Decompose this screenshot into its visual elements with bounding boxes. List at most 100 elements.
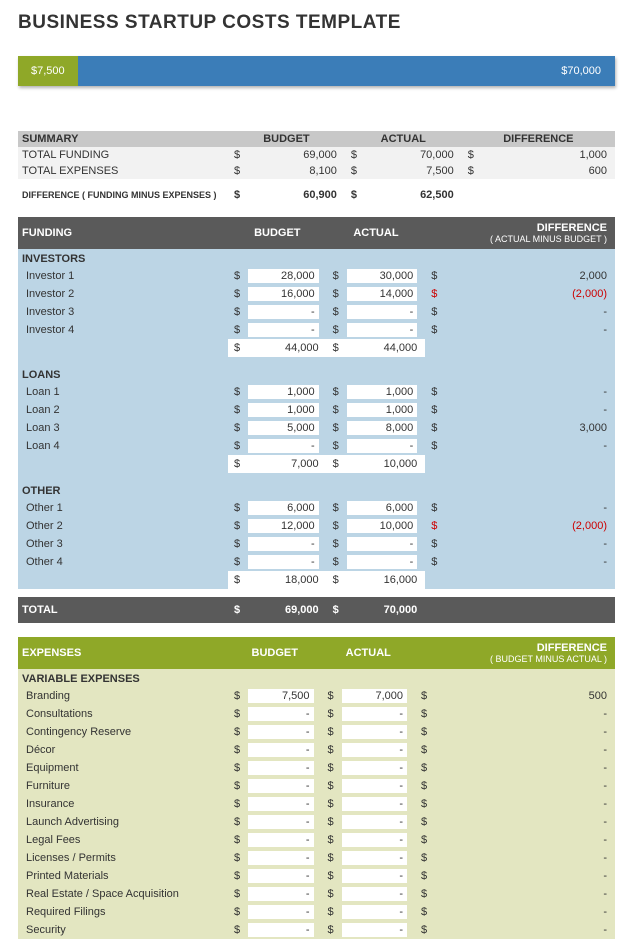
expenses-row-diff: - [431,705,615,723]
summary-row-diff: 600 [478,163,615,179]
expenses-row-budget: - [244,723,321,741]
expenses-row-actual: - [338,831,415,849]
funding-row-budget: - [244,303,327,321]
expenses-row-label: Décor [18,741,228,759]
funding-row-label: Other 4 [18,553,228,571]
expenses-row-diff: 500 [431,687,615,705]
expenses-row-label: Equipment [18,759,228,777]
expenses-group-label: VARIABLE EXPENSES [18,669,615,687]
expenses-row-budget: - [244,903,321,921]
expenses-row-label: Printed Materials [18,867,228,885]
funding-row-budget: - [244,437,327,455]
summary-diff-diff [478,187,615,203]
funding-row-diff: - [441,321,615,339]
expenses-row-label: Security [18,921,228,939]
expenses-row-label: Licenses / Permits [18,849,228,867]
funding-row-diff: - [441,535,615,553]
expenses-row-diff: - [431,759,615,777]
funding-row-budget: 5,000 [244,419,327,437]
expenses-row-actual: - [338,723,415,741]
summary-row-actual: 70,000 [361,147,462,163]
funding-subtotal-actual: 10,000 [343,455,426,473]
expenses-label: EXPENSES [18,637,228,669]
funding-col-budget: BUDGET [228,217,327,249]
funding-row-label: Loan 1 [18,383,228,401]
expenses-row-label: Contingency Reserve [18,723,228,741]
funding-row-budget: - [244,553,327,571]
funding-row-label: Investor 4 [18,321,228,339]
funding-row-diff: 2,000 [441,267,615,285]
funding-row-actual: 10,000 [343,517,426,535]
expenses-row-actual: - [338,885,415,903]
expenses-row-budget: 7,500 [244,687,321,705]
funding-total-label: TOTAL [18,597,228,623]
expenses-row-actual: - [338,795,415,813]
funding-total-actual: 70,000 [343,597,426,623]
expenses-row-diff: - [431,885,615,903]
summary-row-label: TOTAL FUNDING [18,147,228,163]
funding-row-actual: 6,000 [343,499,426,517]
expenses-table: EXPENSES BUDGET ACTUAL DIFFERENCE( BUDGE… [18,637,615,939]
funding-row-label: Other 1 [18,499,228,517]
summary-col-actual: ACTUAL [345,131,462,147]
bar-segment-funding: $70,000 [78,56,615,86]
funding-subtotal-budget: 7,000 [244,455,327,473]
funding-row-diff: - [441,401,615,419]
funding-row-diff: - [441,303,615,321]
funding-group-label: INVESTORS [18,249,615,267]
funding-row-budget: 1,000 [244,401,327,419]
funding-row-budget: 12,000 [244,517,327,535]
summary-row-diff: 1,000 [478,147,615,163]
summary-col-budget: BUDGET [228,131,345,147]
funding-col-actual: ACTUAL [327,217,426,249]
page-title: BUSINESS STARTUP COSTS TEMPLATE [18,12,615,34]
funding-row-diff: (2,000) [441,517,615,535]
funding-row-label: Investor 2 [18,285,228,303]
summary-bar: $7,500 $70,000 [18,56,615,86]
expenses-row-budget: - [244,759,321,777]
funding-row-actual: - [343,321,426,339]
expenses-row-budget: - [244,867,321,885]
bar-segment-expenses: $7,500 [18,56,78,86]
expenses-row-diff: - [431,867,615,885]
funding-row-diff: - [441,499,615,517]
funding-row-actual: 30,000 [343,267,426,285]
expenses-row-budget: - [244,777,321,795]
funding-row-budget: - [244,535,327,553]
funding-row-actual: 1,000 [343,383,426,401]
expenses-row-actual: - [338,903,415,921]
expenses-row-budget: - [244,813,321,831]
funding-row-actual: - [343,437,426,455]
expenses-row-budget: - [244,705,321,723]
summary-row-budget: 8,100 [244,163,345,179]
funding-total-budget: 69,000 [244,597,327,623]
expenses-row-diff: - [431,849,615,867]
expenses-row-diff: - [431,831,615,849]
funding-row-budget: - [244,321,327,339]
funding-group-label: LOANS [18,365,615,383]
funding-row-budget: 1,000 [244,383,327,401]
expenses-row-diff: - [431,921,615,939]
summary-row-actual: 7,500 [361,163,462,179]
expenses-row-actual: - [338,867,415,885]
summary-diff-label: DIFFERENCE ( FUNDING MINUS EXPENSES ) [18,187,228,203]
funding-row-budget: 28,000 [244,267,327,285]
expenses-row-budget: - [244,831,321,849]
expenses-row-label: Real Estate / Space Acquisition [18,885,228,903]
summary-diff-budget: 60,900 [244,187,345,203]
summary-col-diff: DIFFERENCE [462,131,615,147]
expenses-row-diff: - [431,723,615,741]
expenses-row-actual: - [338,813,415,831]
expenses-row-label: Insurance [18,795,228,813]
expenses-row-label: Required Filings [18,903,228,921]
expenses-row-diff: - [431,741,615,759]
expenses-row-actual: - [338,777,415,795]
expenses-row-budget: - [244,921,321,939]
expenses-row-actual: - [338,921,415,939]
funding-row-diff: - [441,437,615,455]
funding-row-budget: 6,000 [244,499,327,517]
expenses-row-label: Launch Advertising [18,813,228,831]
expenses-row-actual: 7,000 [338,687,415,705]
funding-subtotal-budget: 18,000 [244,571,327,589]
funding-row-actual: - [343,535,426,553]
